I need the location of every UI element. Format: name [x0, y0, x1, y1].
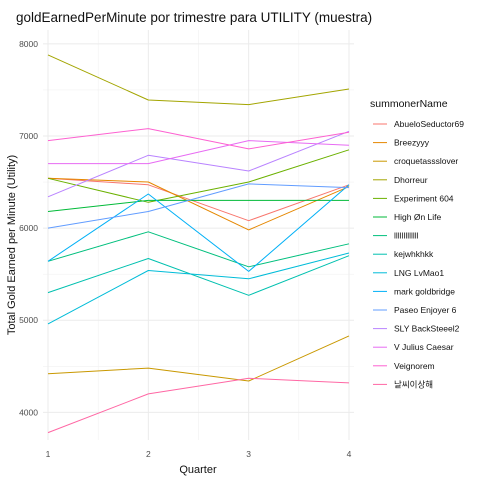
legend-label: Paseo Enjoyer 6: [394, 305, 457, 315]
y-tick-label: 6000: [19, 223, 38, 233]
y-tick-label: 5000: [19, 315, 38, 325]
legend-item: mark goldbridge: [373, 286, 455, 296]
series-line: [48, 140, 350, 165]
y-axis-tick-labels: 4000 5000 6000 7000 8000: [19, 39, 38, 418]
series-line: [47, 149, 350, 203]
series-lines: [47, 54, 350, 434]
x-tick-label: 4: [347, 449, 352, 459]
legend-item: AbueloSeductor69: [373, 119, 464, 129]
legend-label: SLY BackSteeel2: [394, 324, 460, 334]
series-line: [47, 377, 350, 434]
legend-label: Dhorreur: [394, 175, 428, 185]
legend-label: Veignorem: [394, 361, 435, 371]
x-tick-label: 2: [146, 449, 151, 459]
legend-item: Dhorreur: [373, 175, 428, 185]
legend-label: croquetassslover: [394, 156, 458, 166]
legend-label: lllllllllllll: [394, 231, 419, 241]
legend-label: V Julius Caesar: [394, 342, 454, 352]
legend-item: lllllllllllll: [373, 231, 419, 241]
series-line: [47, 335, 350, 382]
legend-item: LNG LvMao1: [373, 268, 444, 278]
series-line: [47, 177, 350, 231]
series-line: [47, 199, 349, 212]
x-axis-tick-labels: 1 2 3 4: [46, 449, 352, 459]
x-axis-title: Quarter: [179, 464, 217, 476]
series-line: [47, 128, 350, 150]
series-line: [47, 255, 350, 296]
legend-label: AbueloSeductor69: [394, 119, 464, 129]
legend-item: 날씨이상해: [373, 379, 433, 389]
chart-title: goldEarnedPerMinute por trimestre para U…: [16, 10, 372, 25]
legend-label: mark goldbridge: [394, 286, 455, 296]
series-line: [47, 252, 350, 325]
legend-item: Paseo Enjoyer 6: [373, 305, 457, 315]
series-line: [47, 54, 350, 106]
grid-lines: [43, 30, 354, 440]
legend-item: croquetassslover: [373, 156, 458, 166]
legend-items: AbueloSeductor69 Breezyyy croquetassslover…: [373, 119, 464, 389]
series-line: [47, 183, 350, 229]
legend-item: High Øn Life: [373, 212, 442, 222]
legend-item: Veignorem: [373, 361, 435, 371]
legend-label: Breezyyy: [394, 138, 430, 148]
legend-title: summonerName: [370, 98, 448, 110]
x-tick-label: 3: [246, 449, 251, 459]
legend-label: kejwhkhkk: [394, 249, 434, 259]
legend-item: kejwhkhkk: [373, 249, 434, 259]
y-tick-label: 7000: [19, 131, 38, 141]
legend-label: High Øn Life: [394, 212, 442, 222]
series-line: [47, 177, 350, 222]
series-line: [47, 184, 350, 272]
legend-label: Experiment 604: [394, 193, 454, 203]
legend-item: V Julius Caesar: [373, 342, 454, 352]
legend-label: LNG LvMao1: [394, 268, 444, 278]
y-axis-title: Total Gold Earned per Minute (Utility): [6, 155, 18, 335]
legend-item: SLY BackSteeel2: [373, 324, 460, 334]
y-tick-label: 8000: [19, 39, 38, 49]
legend-item: Experiment 604: [373, 193, 454, 203]
series-line: [47, 231, 350, 268]
legend-item: Breezyyy: [373, 138, 430, 148]
series-line: [47, 130, 350, 198]
legend-label: 날씨이상해: [394, 379, 433, 389]
x-tick-label: 1: [46, 449, 51, 459]
plot-panel: [43, 30, 354, 440]
legend: summonerName AbueloSeductor69 Breezyyy cro…: [370, 98, 464, 389]
y-tick-label: 4000: [19, 407, 38, 417]
